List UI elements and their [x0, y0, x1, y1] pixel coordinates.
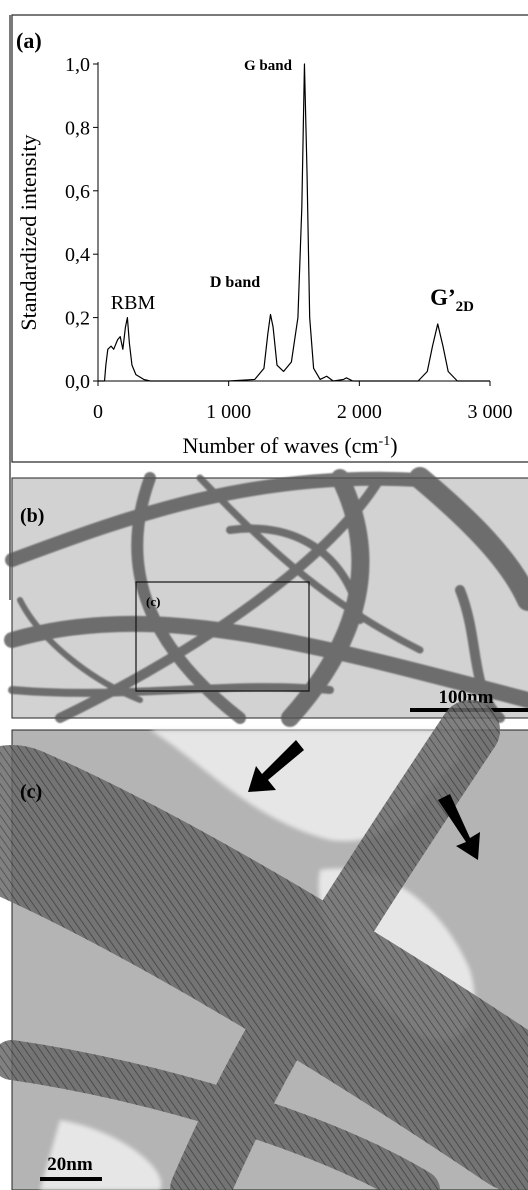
- fibers: [0, 700, 528, 1190]
- panel-label: (c): [20, 781, 42, 803]
- annotation: D band: [210, 274, 260, 291]
- x-tick-label: 3 000: [468, 401, 513, 423]
- tem-image-c: (c) 20nm: [0, 700, 528, 1190]
- y-axis-label: Standardized intensity: [16, 134, 41, 330]
- panel-frame: [11, 14, 528, 463]
- x-label-text: Number of waves (cm: [182, 433, 378, 458]
- annotation-text: G’: [430, 285, 456, 310]
- x-tick-label: 0: [93, 401, 103, 423]
- x-tick-label: 1 000: [206, 401, 251, 423]
- arrows: [248, 740, 480, 860]
- scale-bar-label: 20nm: [47, 1154, 93, 1175]
- y-tick-label: 0,8: [65, 117, 90, 139]
- fibers: [4, 467, 528, 727]
- spectrum-line: [98, 63, 490, 382]
- y-tick-label: 0,4: [65, 244, 90, 266]
- y-tick-label: 1,0: [65, 54, 90, 76]
- annotation: G band: [244, 58, 293, 74]
- inset-box: [135, 581, 310, 692]
- y-tick-label: 0,0: [65, 371, 90, 393]
- annotation-sub: 2D: [456, 299, 474, 315]
- tem-image-b: (b) (c) 100nm: [4, 467, 528, 727]
- y-tick-label: 0,6: [65, 181, 90, 203]
- annotation: RBM: [111, 292, 156, 314]
- inset-label: (c): [146, 594, 160, 609]
- x-label-sup: -1: [379, 434, 391, 449]
- chart: 0,0 0,2 0,4 0,6 0,8 1,0 0 1 000 2 000 3 000 Standa…: [16, 54, 513, 458]
- annotation: G’2D: [430, 285, 474, 315]
- x-label-tail: ): [390, 433, 397, 458]
- x-tick-label: 2 000: [337, 401, 382, 423]
- scale-bar: [40, 1177, 102, 1181]
- panel-label: (b): [20, 505, 44, 527]
- panel-label: (a): [16, 28, 42, 53]
- x-axis-label: Number of waves (cm-1): [182, 433, 397, 458]
- y-tick-label: 0,2: [65, 308, 90, 330]
